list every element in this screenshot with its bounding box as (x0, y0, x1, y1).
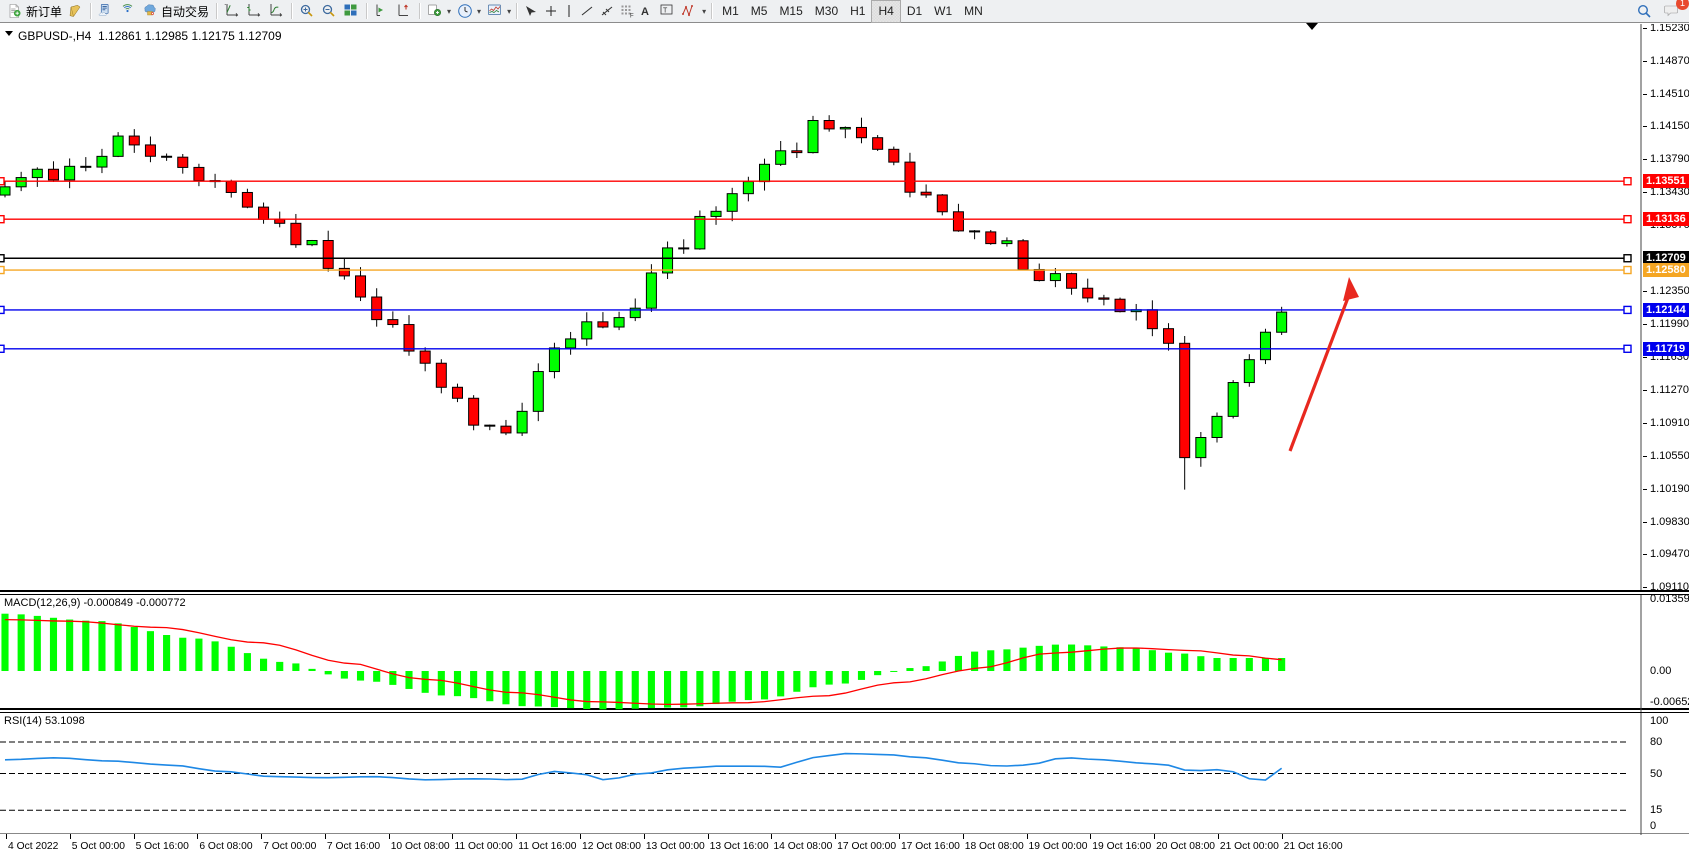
svg-text:A: A (641, 6, 649, 18)
svg-text:F: F (630, 14, 634, 19)
svg-text:T: T (663, 8, 668, 15)
